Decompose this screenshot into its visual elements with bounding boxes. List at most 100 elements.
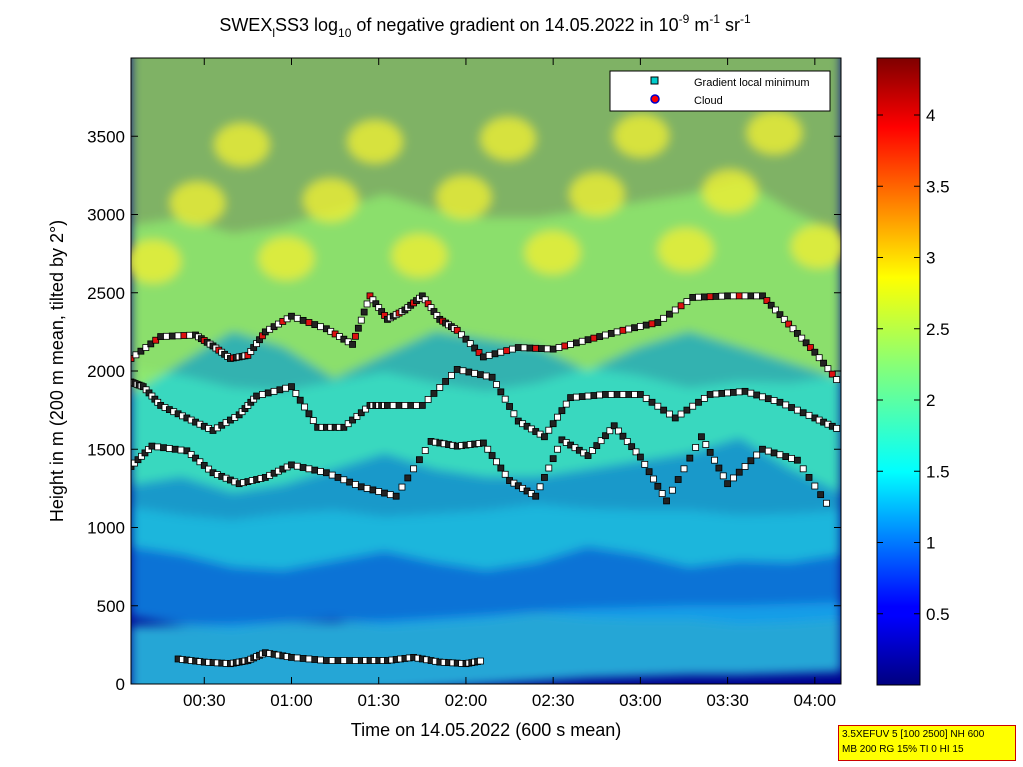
- gradient-minimum-marker: [619, 391, 627, 398]
- gradient-minimum-marker: [706, 448, 714, 456]
- gradient-minimum-marker: [741, 387, 749, 395]
- settings-info-box: 3.5XEFUV 5 [100 2500] NH 600 MB 200 RG 1…: [838, 725, 1016, 761]
- gradient-minimum-marker: [506, 403, 513, 410]
- gradient-minimum-marker: [488, 373, 496, 381]
- cloud-marker: [453, 326, 461, 334]
- gradient-minimum-marker: [430, 390, 438, 397]
- gradient-minimum-marker: [562, 400, 570, 408]
- x-tick-label: 02:30: [532, 691, 575, 710]
- gradient-minimum-marker: [299, 464, 307, 471]
- y-tick-label: 1000: [87, 519, 125, 538]
- gradient-minimum-marker: [344, 420, 352, 428]
- gradient-minimum-marker: [253, 392, 261, 400]
- legend-label-cloud: Cloud: [694, 95, 723, 107]
- gradient-minimum-marker: [360, 308, 368, 316]
- gradient-minimum-marker: [384, 402, 391, 409]
- gradient-minimum-marker: [459, 367, 467, 375]
- gradient-minimum-marker: [293, 314, 301, 322]
- gradient-minimum-marker: [532, 492, 540, 500]
- gradient-minimum-marker: [567, 340, 575, 348]
- gradient-minimum-marker: [554, 413, 561, 421]
- gradient-minimum-marker: [820, 359, 827, 367]
- gradient-minimum-marker: [753, 451, 761, 459]
- gradient-minimum-marker: [497, 464, 505, 472]
- gradient-minimum-marker: [292, 390, 300, 397]
- gradient-minimum-marker: [610, 422, 618, 430]
- gradient-minimum-marker: [398, 483, 406, 491]
- gradient-minimum-marker: [578, 393, 586, 400]
- gradient-minimum-marker: [309, 417, 317, 424]
- gradient-minimum-marker: [747, 389, 755, 397]
- y-tick-label: 2000: [87, 362, 125, 381]
- gradient-minimum-marker: [353, 412, 361, 420]
- gradient-minimum-marker: [317, 323, 324, 331]
- gradient-field: [131, 58, 841, 684]
- gradient-minimum-marker: [177, 446, 185, 454]
- gradient-minimum-marker: [811, 348, 819, 356]
- gradient-minimum-marker: [293, 462, 301, 470]
- gradient-minimum-marker: [607, 330, 615, 337]
- gradient-minimum-marker: [724, 292, 732, 300]
- field-patch: [391, 233, 448, 278]
- gradient-minimum-marker: [628, 443, 636, 451]
- x-tick-label: 04:00: [794, 691, 837, 710]
- gradient-minimum-marker: [157, 333, 165, 340]
- cloud-marker: [677, 302, 685, 310]
- gradient-minimum-marker: [493, 458, 500, 466]
- gradient-minimum-marker: [363, 300, 371, 308]
- gradient-minimum-marker: [799, 409, 807, 417]
- gradient-minimum-marker: [477, 657, 484, 665]
- gradient-minimum-marker: [776, 398, 784, 406]
- field-patch: [131, 239, 182, 284]
- plot-area: [131, 58, 841, 684]
- gradient-minimum-marker: [491, 350, 499, 358]
- marker-layer: [131, 292, 841, 668]
- gradient-minimum-marker: [196, 458, 204, 466]
- y-tick-label: 2500: [87, 284, 125, 303]
- gradient-minimum-marker: [780, 315, 788, 323]
- gradient-minimum-marker: [631, 391, 638, 398]
- gradient-minimum-marker: [724, 480, 732, 488]
- gradient-minimum-marker: [541, 433, 548, 441]
- gradient-minimum-marker: [636, 322, 644, 330]
- gradient-minimum-marker: [589, 447, 596, 454]
- gradient-minimum-marker: [549, 345, 557, 353]
- field-patch: [435, 175, 492, 220]
- gradient-minimum-marker: [436, 384, 444, 391]
- gradient-minimum-marker: [296, 396, 304, 404]
- gradient-minimum-marker: [293, 654, 301, 662]
- gradient-minimum-marker: [650, 475, 657, 483]
- gradient-minimum-marker: [375, 488, 383, 495]
- gradient-minimum-marker: [305, 410, 313, 418]
- gradient-minimum-marker: [711, 456, 718, 464]
- gradient-minimum-marker: [462, 335, 470, 343]
- gradient-minimum-marker: [833, 376, 841, 384]
- gradient-minimum-marker: [613, 391, 621, 398]
- cloud-marker: [828, 370, 836, 378]
- gradient-minimum-marker: [584, 336, 592, 344]
- colorbar-ticks: 0.5 1 1.5 2 2.5 3 3.5 4: [877, 106, 950, 624]
- gradient-minimum-marker: [593, 442, 601, 449]
- gradient-minimum-marker: [137, 347, 145, 355]
- colorbar-tick-label: 4: [926, 106, 935, 125]
- gradient-minimum-marker: [811, 482, 819, 490]
- gradient-minimum-marker: [482, 372, 490, 380]
- field-patch: [702, 169, 759, 214]
- gradient-minimum-marker: [747, 292, 755, 300]
- gradient-minimum-marker: [163, 332, 170, 340]
- gradient-minimum-marker: [555, 344, 563, 351]
- gradient-minimum-marker: [724, 389, 732, 397]
- field-band: [131, 602, 841, 684]
- gradient-minimum-marker: [689, 294, 697, 301]
- gradient-minimum-marker: [648, 398, 656, 406]
- gradient-minimum-marker: [671, 306, 679, 314]
- gradient-minimum-marker: [824, 365, 832, 373]
- gradient-minimum-marker: [549, 420, 557, 428]
- cloud-marker: [131, 355, 135, 362]
- colorbar-tick-label: 1: [926, 534, 935, 553]
- gradient-minimum-marker: [305, 465, 313, 473]
- gradient-minimum-marker: [362, 405, 370, 413]
- gradient-minimum-marker: [554, 445, 561, 453]
- gradient-minimum-marker: [442, 378, 449, 385]
- gradient-minimum-marker: [590, 392, 598, 399]
